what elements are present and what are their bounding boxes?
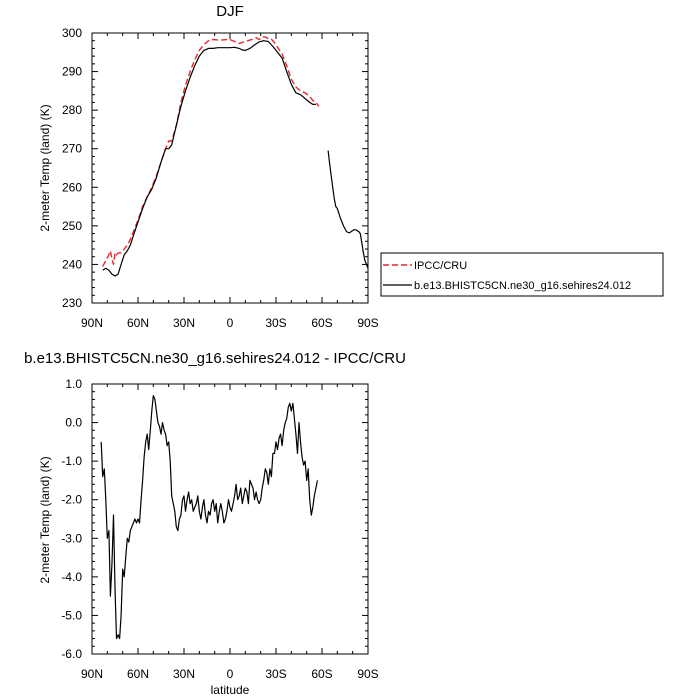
top-series-line-ipcc-cru [102, 36, 320, 267]
top-y-tick-label: 240 [62, 257, 82, 271]
bottom-x-axis-label: latitude [211, 683, 250, 697]
bottom-y-tick-label: -6.0 [61, 647, 82, 661]
top-x-tick-label: 90N [81, 316, 103, 330]
legend: IPCC/CRU b.e13.BHISTC5CN.ne30_g16.sehire… [380, 252, 664, 297]
top-y-tick-label: 230 [62, 296, 82, 310]
top-x-tick-label: 60N [127, 316, 149, 330]
bottom-chart-title: b.e13.BHISTC5CN.ne30_g16.sehires24.012 -… [24, 350, 406, 367]
bottom-x-tick-label: 0 [227, 667, 234, 681]
bottom-series-lines [100, 395, 318, 640]
top-series-lines [102, 36, 369, 277]
bottom-y-tick-label: 1.0 [65, 377, 82, 391]
top-x-tick-labels: 90N 60N 30N 0 30S 60S 90S [81, 316, 379, 330]
top-chart-panel: DJF 230 240 250 260 270 280 290 300 90N 60N 30N 0 3… [38, 3, 379, 330]
bottom-x-tick-label: 90N [81, 667, 103, 681]
top-series-line-b-e13-bhistc5cn-ne30-g16-sehires24-012-segment-1 [102, 40, 316, 277]
bottom-y-tick-label: -4.0 [61, 570, 82, 584]
bottom-series-line-difference [100, 395, 318, 640]
top-y-axis-label: 2-meter Temp (land) (K) [38, 104, 52, 231]
bottom-y-tick-label: 0.0 [65, 416, 82, 430]
bottom-x-tick-label: 60N [127, 667, 149, 681]
top-x-tick-label: 30S [265, 316, 286, 330]
top-x-tick-label: 0 [227, 316, 234, 330]
bottom-y-tick-label: -1.0 [61, 454, 82, 468]
top-y-tick-label: 260 [62, 180, 82, 194]
top-y-tick-label: 290 [62, 65, 82, 79]
bottom-x-tick-labels: 90N 60N 30N 0 30S 60S 90S [81, 667, 379, 681]
top-x-tick-label: 30N [173, 316, 195, 330]
legend-label-ipcc-cru: IPCC/CRU [414, 260, 467, 272]
bottom-y-axis-label: 2-meter Temp (land) (K) [38, 456, 52, 583]
bottom-plot-frame [91, 383, 369, 655]
bottom-x-tick-label: 90S [357, 667, 378, 681]
top-x-tick-label: 60S [311, 316, 332, 330]
bottom-x-tick-label: 30N [173, 667, 195, 681]
bottom-chart-panel: b.e13.BHISTC5CN.ne30_g16.sehires24.012 -… [24, 350, 406, 697]
top-y-tick-label: 270 [62, 142, 82, 156]
legend-label-model: b.e13.BHISTC5CN.ne30_g16.sehires24.012 [414, 280, 631, 292]
bottom-x-tick-label: 60S [311, 667, 332, 681]
bottom-tick-marks [91, 383, 369, 655]
top-y-tick-label: 280 [62, 103, 82, 117]
top-x-tick-label: 90S [357, 316, 378, 330]
bottom-y-tick-labels: -6.0 -5.0 -4.0 -3.0 -2.0 -1.0 0.0 1.0 [61, 377, 82, 661]
top-y-tick-label: 300 [62, 26, 82, 40]
bottom-y-tick-label: -5.0 [61, 608, 82, 622]
top-series-line-b-e13-bhistc5cn-ne30-g16-sehires24-012-segment-2 [327, 150, 369, 269]
top-y-tick-label: 250 [62, 219, 82, 233]
bottom-y-tick-label: -3.0 [61, 531, 82, 545]
top-chart-title: DJF [216, 3, 244, 20]
top-y-tick-labels: 230 240 250 260 270 280 290 300 [62, 26, 82, 310]
top-plot-frame [91, 32, 369, 304]
bottom-x-tick-label: 30S [265, 667, 286, 681]
bottom-y-tick-label: -2.0 [61, 493, 82, 507]
top-tick-marks [91, 32, 369, 304]
legend-box [380, 252, 664, 297]
